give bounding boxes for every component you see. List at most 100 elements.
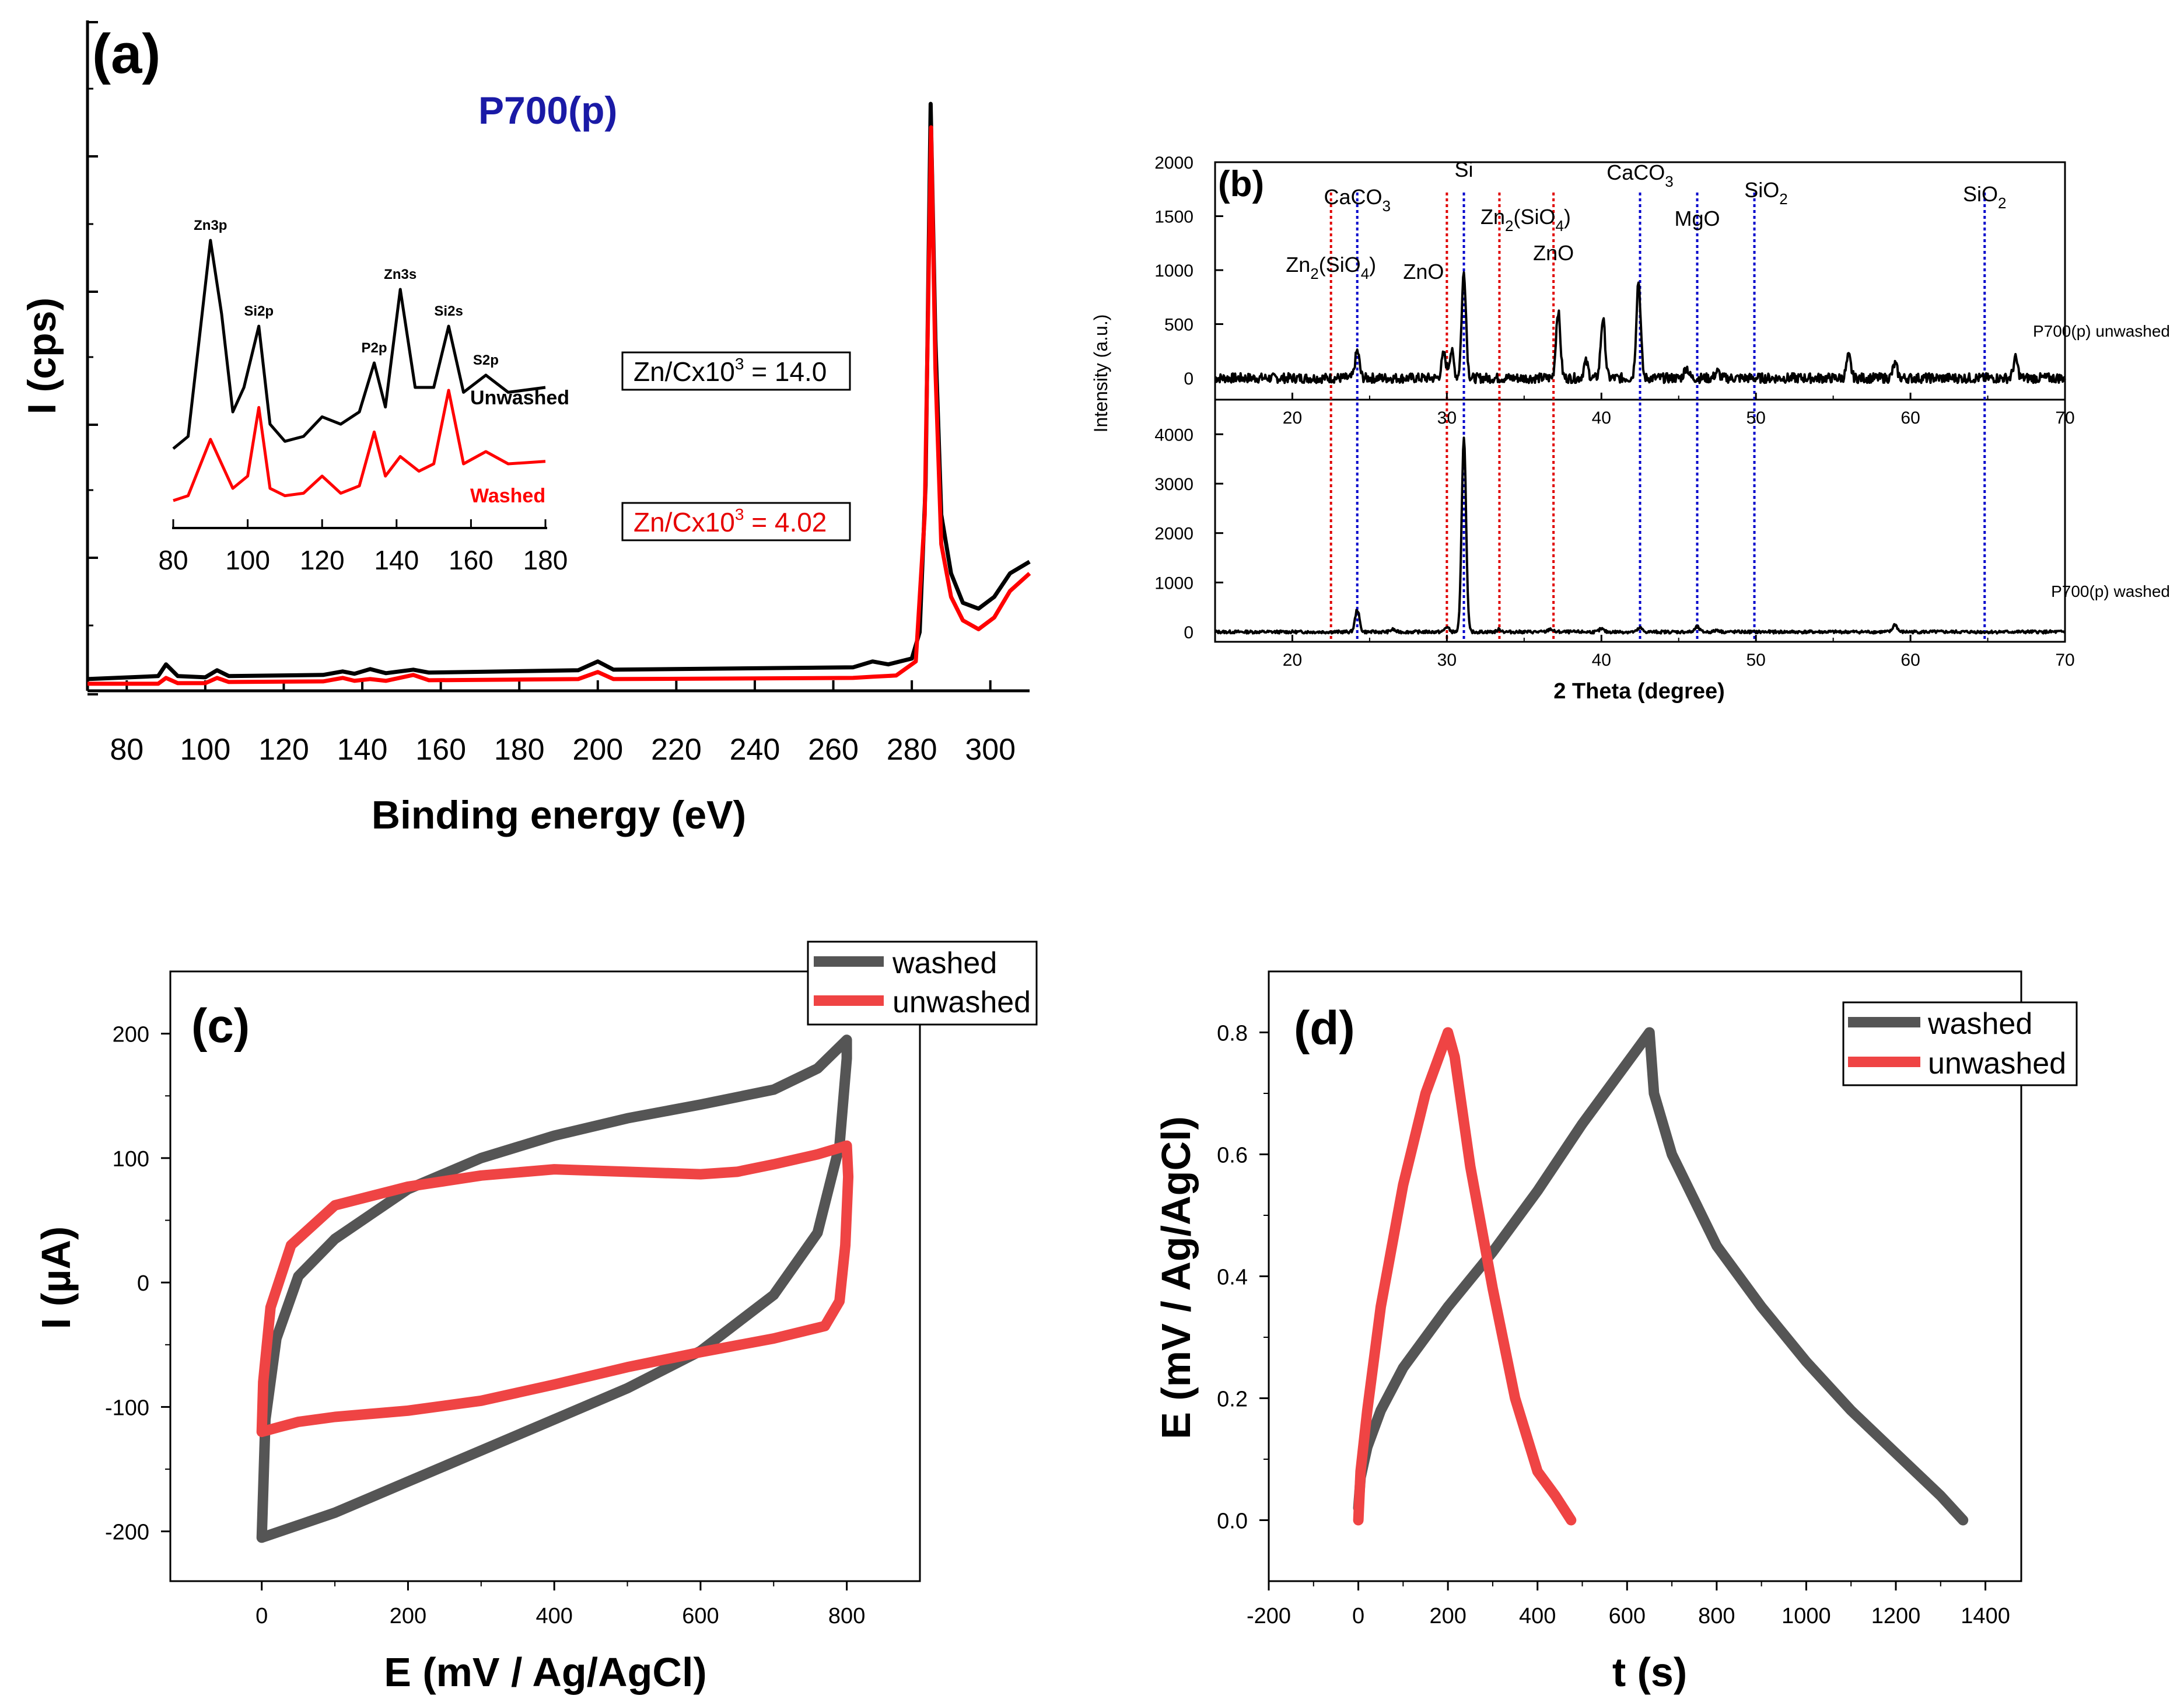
inset-peak-label: Zn3p (194, 218, 227, 233)
annotation-washed-tail: = 4.02 (744, 507, 827, 537)
panel-b-ticks: 20 20 30 30 40 40 50 50 60 60 70 70 0 500 1000 1500 2000… (1154, 153, 2074, 670)
inset-peak-label: Si2p (244, 303, 274, 319)
panel-d-ticks: -200 0 200 400 600 800 1000 1200 1400 0.0 0.2 0.4 0.… (1217, 1022, 2010, 1629)
reference-label: SiO2 (1963, 182, 2006, 212)
panel-b-line-washed (1214, 436, 2066, 635)
svg-text:Zn/Cx103 = 4.02: Zn/Cx103 = 4.02 (634, 505, 827, 537)
inset-line-unwashed (172, 239, 546, 450)
inset-x-tick-label: 80 (158, 545, 188, 575)
panel-a-annotation-unwashed: Zn/Cx103 = 14.0 (621, 351, 851, 391)
panel-c-line-unwashed (256, 1140, 854, 1438)
panel-b-x-tick-label: 60 (1901, 408, 1920, 428)
panel-a-x-tick-label: 240 (730, 733, 780, 767)
panel-a-x-tick-label: 140 (337, 733, 388, 767)
panel-d-x-tick-label: 400 (1519, 1604, 1556, 1628)
inset-line-washed (173, 389, 546, 502)
inset-legend-unwashed: Unwashed (470, 387, 569, 409)
inset-x-tick-label: 100 (225, 545, 270, 575)
panel-d-x-tick-label: 800 (1698, 1604, 1735, 1628)
panel-b-x-tick-label: 50 (1746, 651, 1765, 670)
panel-a-inset: 80 100 120 140 160 180 Zn3p Si2p P2p Zn3s Si2s S2p… (158, 218, 569, 575)
panel-c-frame (169, 970, 921, 1582)
panel-b-x-tick-label: 50 (1746, 408, 1765, 428)
panel-c-y-tick-label: -100 (105, 1396, 149, 1420)
panel-a-line-washed (88, 125, 1031, 686)
panel-d: -200 0 200 400 600 800 1000 1200 1400 0.0 0.2 0.4 0.… (1153, 970, 2078, 1695)
panel-a-x-tick-label: 80 (110, 733, 144, 767)
panel-b-x-tick-label: 30 (1437, 408, 1457, 428)
inset-peak-label: S2p (473, 352, 499, 368)
inset-x-tick-label: 120 (300, 545, 345, 575)
annotation-unwashed-tail: = 14.0 (744, 356, 827, 387)
panel-a-y-ticks (88, 21, 98, 695)
panel-a-x-tick-label: 200 (572, 733, 623, 767)
panel-a: 80 100 120 140 160 180 200 220 240 260 280 300 (a) … (20, 20, 1031, 837)
reference-label: MgO (1675, 207, 1720, 230)
panel-a-x-tick-label: 260 (808, 733, 859, 767)
panel-a-x-tick-label: 300 (965, 733, 1016, 767)
panel-a-x-tick-label: 160 (415, 733, 466, 767)
inset-legend-washed: Washed (470, 485, 545, 507)
panel-d-x-tick-label: 0 (1352, 1604, 1364, 1628)
panel-c-line-washed (256, 1034, 852, 1543)
panel-c-x-tick-label: 600 (682, 1604, 719, 1628)
panel-c: 0 200 400 600 800 -200 -100 0 100 200 (c) E (mV /… (33, 941, 1038, 1695)
panel-d-x-tick-label: -200 (1247, 1604, 1291, 1628)
panel-c-label: (c) (191, 999, 250, 1053)
reference-label: SiO2 (1744, 178, 1787, 208)
panel-b-frame (1214, 161, 2066, 643)
panel-d-label: (d) (1294, 1002, 1355, 1055)
panel-b-series (1214, 271, 2066, 635)
panel-b-x-tick-label: 30 (1437, 651, 1457, 670)
panel-c-y-tick-label: 0 (137, 1271, 149, 1296)
panel-c-ticks: 0 200 400 600 800 -200 -100 0 100 200 (105, 1023, 865, 1628)
inset-peak-label: P2p (362, 340, 387, 356)
inset-series (172, 239, 546, 502)
panel-b-y-tick-label: 2000 (1154, 153, 1194, 173)
inset-x-tick-label: 140 (374, 545, 419, 575)
panel-d-y-tick-label: 0.8 (1217, 1022, 1248, 1046)
panel-b-x-tick-label: 70 (2055, 408, 2074, 428)
legend-d-washed-label: washed (1927, 1007, 2032, 1041)
panel-b-y-tick-label: 4000 (1154, 425, 1194, 445)
panel-a-ylabel: I (cps) (20, 298, 64, 414)
panel-b-x-tick-label: 60 (1901, 651, 1920, 670)
inset-x-tick-label: 180 (523, 545, 568, 575)
panel-c-y-tick-label: -200 (105, 1520, 149, 1545)
annotation-unwashed-sup: 3 (735, 355, 744, 373)
panel-d-line-washed (1353, 1027, 1969, 1526)
panel-b-series-washed-label: P700(p) washed (2051, 582, 2170, 600)
panel-d-x-tick-label: 1200 (1871, 1604, 1921, 1628)
panel-d-series (1353, 1027, 1969, 1526)
panel-b-y-tick-label: 0 (1184, 369, 1194, 389)
inset-peak-label: Si2s (434, 303, 463, 319)
panel-b-y-tick-label: 3000 (1154, 475, 1194, 494)
panel-d-ylabel: E (mV / Ag/AgCl) (1153, 1116, 1199, 1439)
panel-a-x-tick-label: 180 (494, 733, 545, 767)
panel-d-legend: washed unwashed (1842, 1001, 2078, 1086)
annotation-unwashed-text: Zn/Cx10 (634, 356, 735, 387)
panel-c-x-tick-label: 0 (256, 1604, 268, 1628)
panel-d-x-tick-label: 200 (1429, 1604, 1466, 1628)
panel-c-x-tick-label: 800 (828, 1604, 865, 1628)
panel-b: Zn2(SiO4)CaCO3ZnOSiZn2(SiO4)ZnOCaCO3MgOS… (1090, 153, 2170, 704)
panel-d-y-tick-label: 0.4 (1217, 1265, 1248, 1290)
panel-b-y-tick-label: 1000 (1154, 261, 1194, 281)
inset-peak-labels: Zn3p Si2p P2p Zn3s Si2s S2p (194, 218, 499, 368)
reference-label: CaCO3 (1324, 185, 1391, 215)
panel-b-y-tick-label: 2000 (1154, 525, 1194, 544)
panel-d-x-tick-label: 1400 (1961, 1604, 2010, 1628)
panel-d-xlabel: t (s) (1612, 1649, 1687, 1695)
panel-b-y-tick-label: 1500 (1154, 208, 1194, 227)
reference-label: Si (1454, 158, 1473, 181)
panel-a-annotation-washed: Zn/Cx103 = 4.02 (621, 502, 851, 541)
panel-c-x-tick-label: 200 (390, 1604, 426, 1628)
panel-a-x-tick-label: 120 (258, 733, 309, 767)
reference-label: ZnO (1533, 241, 1574, 265)
panel-a-xlabel: Binding energy (eV) (372, 793, 746, 837)
panel-c-y-tick-label: 200 (113, 1023, 149, 1047)
panel-a-label: (a) (92, 23, 160, 85)
panel-d-x-tick-label: 1000 (1782, 1604, 1831, 1628)
svg-text:Zn/Cx103 = 14.0: Zn/Cx103 = 14.0 (634, 355, 827, 387)
